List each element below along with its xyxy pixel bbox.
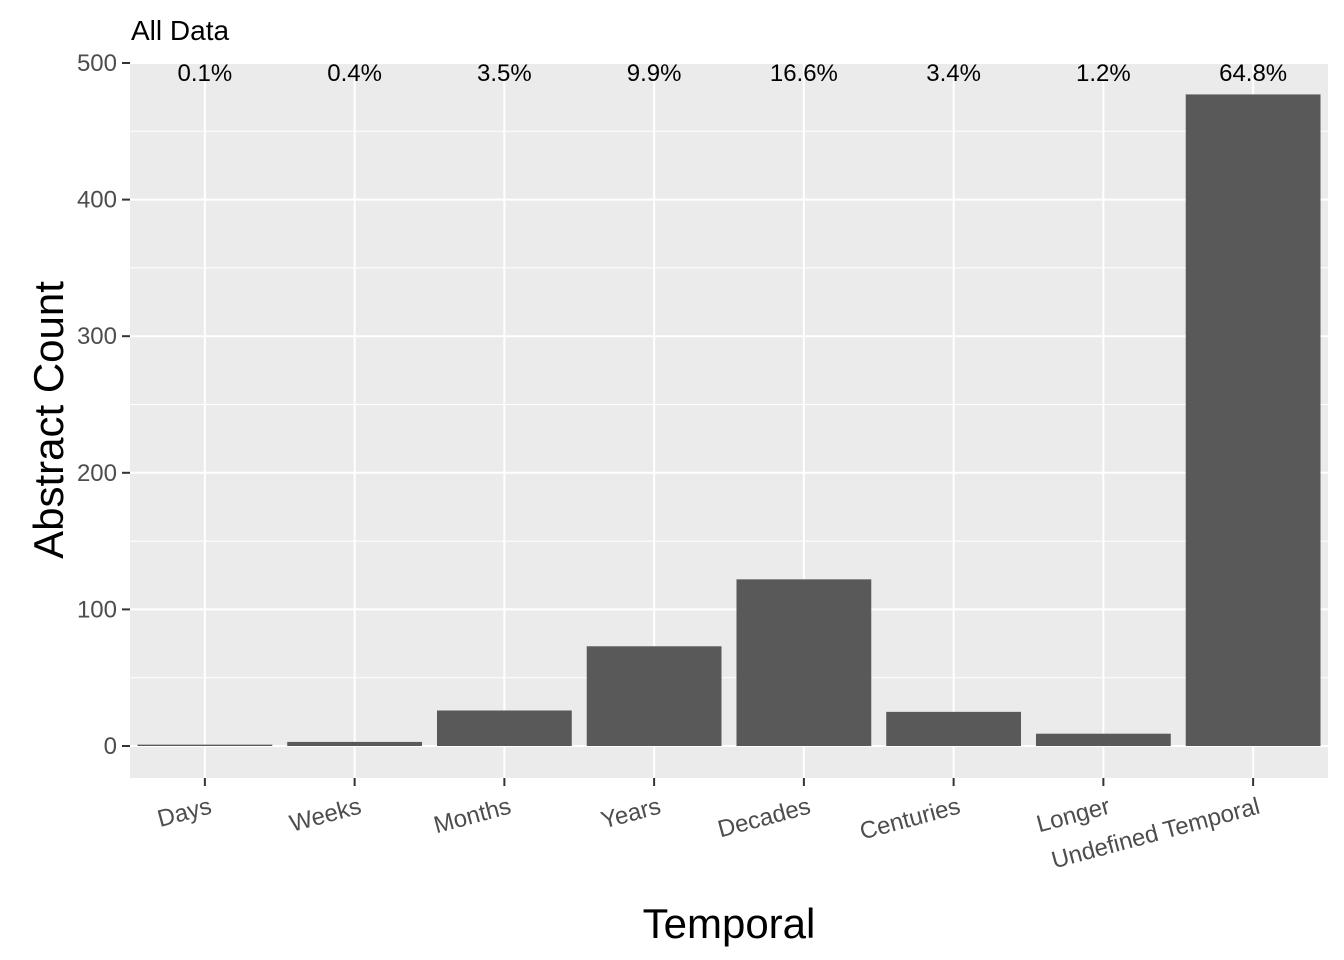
percent-label: 3.5% bbox=[477, 60, 532, 87]
bars-group bbox=[137, 94, 1321, 747]
x-tick-label: Longer bbox=[1034, 793, 1113, 838]
percent-label: 3.4% bbox=[926, 60, 981, 87]
bar-longer bbox=[1035, 733, 1171, 746]
y-tick-label: 100 bbox=[77, 596, 117, 623]
y-axis: 0 100 200 300 400 500 bbox=[77, 50, 130, 760]
percent-label: 1.2% bbox=[1076, 60, 1131, 87]
x-tick-label: Centuries bbox=[857, 793, 963, 846]
bar-undefined-temporal bbox=[1185, 94, 1321, 747]
bar-years bbox=[586, 646, 722, 746]
percent-label: 0.1% bbox=[178, 60, 233, 87]
percent-label: 64.8% bbox=[1219, 60, 1287, 87]
y-axis-title: Abstract Count bbox=[25, 281, 72, 559]
percent-labels-group: 0.1% 0.4% 3.5% 9.9% 16.6% 3.4% 1.2% 64.8% bbox=[178, 60, 1288, 87]
percent-label: 16.6% bbox=[770, 60, 838, 87]
x-tick-label: Weeks bbox=[287, 793, 364, 838]
bar-decades bbox=[736, 579, 872, 746]
chart-title: All Data bbox=[131, 15, 229, 46]
percent-label: 9.9% bbox=[627, 60, 682, 87]
percent-label: 0.4% bbox=[327, 60, 382, 87]
x-axis-title: Temporal bbox=[643, 900, 816, 947]
bar-days bbox=[137, 744, 273, 746]
minor-gridlines bbox=[130, 130, 1328, 679]
x-tick-label: Years bbox=[598, 793, 663, 835]
bar-centuries bbox=[886, 711, 1022, 746]
x-tick-label: Days bbox=[155, 793, 215, 833]
bar-weeks bbox=[287, 741, 423, 746]
x-tick-label: Months bbox=[431, 793, 514, 839]
plot-panel bbox=[130, 62, 1328, 778]
x-axis: Days Weeks Months Years Decades Centuries Long… bbox=[155, 778, 1263, 874]
y-tick-label: 0 bbox=[104, 733, 117, 760]
y-tick-label: 200 bbox=[77, 460, 117, 487]
x-tick-label: Decades bbox=[715, 793, 813, 844]
bar-months bbox=[436, 710, 572, 746]
y-tick-label: 500 bbox=[77, 50, 117, 77]
y-tick-label: 300 bbox=[77, 323, 117, 350]
y-tick-label: 400 bbox=[77, 187, 117, 214]
